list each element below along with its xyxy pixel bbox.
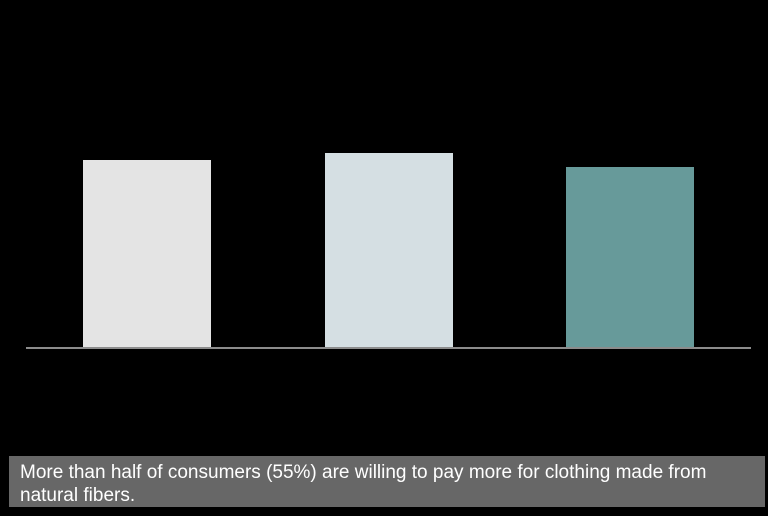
- bar: [325, 153, 453, 348]
- caption-bar: More than half of consumers (55%) are wi…: [9, 456, 765, 507]
- bar: [566, 167, 694, 348]
- caption-text: More than half of consumers (55%) are wi…: [20, 462, 707, 506]
- bar: [83, 160, 211, 348]
- bar-chart: [83, 153, 694, 348]
- x-axis-line: [26, 347, 751, 349]
